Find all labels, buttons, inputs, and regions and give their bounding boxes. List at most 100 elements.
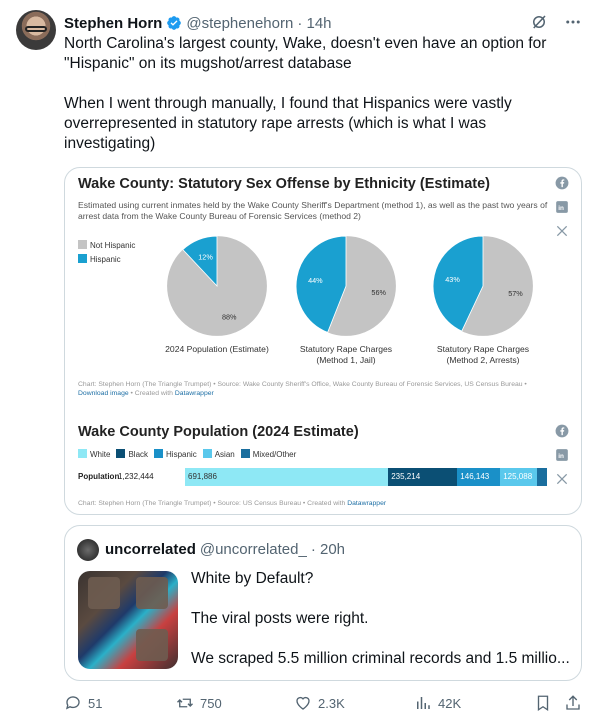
repost-icon [177, 698, 193, 708]
like-icon [296, 696, 310, 710]
bar-row-total: 1,232,444 [118, 472, 154, 481]
pie-3-sublabel: (Method 2, Arrests) [446, 355, 520, 365]
chart-footer-2: Chart: Stephen Horn (The Triangle Trumpe… [78, 499, 558, 508]
quoted-text: White by Default? The viral posts were r… [191, 569, 571, 689]
avatar-glasses [25, 26, 47, 32]
share-button[interactable] [564, 694, 582, 712]
mugshot-image [136, 629, 168, 661]
pie-svg-1: 12% 88% [167, 235, 267, 336]
reply-button[interactable]: 51 [64, 694, 102, 712]
tweet-paragraph-1: North Carolina's largest county, Wake, d… [64, 35, 547, 72]
pie-data-label-not-hispanic: 56% [371, 288, 386, 297]
avatar[interactable] [16, 10, 56, 50]
bar-legend-label: Black [128, 450, 149, 459]
x-icon[interactable] [555, 224, 569, 238]
bar-legend-label: Mixed/Other [252, 450, 297, 459]
legend-swatch-hispanic [78, 254, 87, 263]
pie-slice-hispanic [295, 235, 347, 333]
bar-legend-label: Hispanic [166, 450, 197, 459]
pie-legend: Not Hispanic Hispanic [78, 239, 135, 267]
pie-data-label-not-hispanic: 88% [222, 313, 237, 322]
views-button[interactable]: 42K [414, 694, 461, 712]
pie-3-label: Statutory Rape Charges [436, 344, 530, 354]
quoted-author-handle: @uncorrelated_ [199, 541, 307, 558]
legend-not-hispanic: Not Hispanic [90, 241, 136, 250]
legend-swatch-not-hispanic [78, 240, 87, 249]
bar-legend-swatch [240, 449, 250, 458]
quoted-author-name: uncorrelated [105, 541, 196, 558]
stacked-bar: 691,886 235,214 146,143 125,088 [185, 468, 547, 486]
bar-segment-black: 235,214 [388, 468, 458, 486]
bar-legend-label: Asian [214, 450, 235, 459]
pie-1-label: 2024 Population (Estimate) [165, 344, 269, 354]
tweet-paragraph-2: When I went through manually, I found th… [64, 95, 512, 152]
repost-button[interactable]: 750 [176, 694, 222, 712]
like-count: 2.3K [318, 695, 345, 711]
linkedin-icon[interactable]: in [555, 200, 569, 214]
chart-footer-1-tail: • Created with [130, 390, 173, 397]
pie-data-label-hispanic: 44% [308, 276, 323, 285]
legend-hispanic: Hispanic [90, 255, 121, 264]
quoted-line-2: The viral posts were right. [191, 610, 369, 627]
grok-icon[interactable] [530, 13, 548, 31]
share-icons-top: in [555, 176, 569, 238]
tweet-header: Stephen Horn @stephenehorn · 14h [64, 13, 582, 33]
tweet-text: North Carolina's largest county, Wake, d… [64, 34, 564, 174]
quoted-header: uncorrelated @uncorrelated_ · 20h [105, 541, 345, 558]
reply-count: 51 [88, 695, 103, 711]
bar-segment-hispanic: 146,143 [457, 468, 501, 486]
bookmark-icon [537, 695, 549, 712]
views-count: 42K [438, 695, 462, 711]
chart-title: Wake County: Statutory Sex Offense by Et… [78, 176, 490, 192]
bar-segment-mixed-other [536, 468, 547, 486]
pie-data-label-hispanic: 43% [445, 275, 460, 284]
facebook-icon[interactable] [555, 176, 569, 190]
chart-subtitle: Estimated using current inmates held by … [78, 200, 548, 221]
pie-2-sublabel: (Method 1, Jail) [316, 355, 376, 365]
facebook-icon[interactable] [555, 424, 569, 438]
quoted-tweet[interactable]: uncorrelated @uncorrelated_ · 20h White … [64, 525, 582, 681]
pie-slice-hispanic [432, 235, 484, 332]
quoted-image [78, 571, 178, 669]
views-icon [417, 697, 430, 709]
bar-legend-item: Hispanic [154, 449, 197, 459]
author-name[interactable]: Stephen Horn [64, 14, 163, 32]
share-icons-bottom: in [555, 424, 569, 486]
bar-legend-swatch [202, 449, 212, 458]
bar-row-population: Population 1,232,444 691,886 235,214 146,1… [78, 468, 548, 486]
chart-footer-2-text: Chart: Stephen Horn (The Triangle Trumpe… [78, 500, 346, 507]
pie-chart-2: 44% 56% Statutory Rape Charges (Method 1, … [276, 234, 416, 366]
verified-badge-icon [167, 16, 182, 30]
bar-legend-item: Mixed/Other [240, 449, 297, 459]
download-image-link[interactable]: Download image [78, 390, 129, 397]
like-button[interactable]: 2.3K [294, 694, 345, 712]
pie-data-label-hispanic: 12% [198, 253, 213, 262]
more-icon[interactable] [564, 13, 582, 31]
chart-2-title: Wake County Population (2024 Estimate) [78, 424, 359, 440]
pie-slice-hispanic [182, 235, 218, 288]
pie-chart-3: 43% 57% Statutory Rape Charges (Method 2, … [413, 234, 553, 366]
bookmark-button[interactable] [534, 694, 552, 712]
chart-footer-1: Chart: Stephen Horn (The Triangle Trumpe… [78, 380, 558, 398]
pie-chart-1: 12% 88% 2024 Population (Estimate) [147, 234, 287, 355]
datawrapper-link-1[interactable]: Datawrapper [174, 390, 214, 397]
pie-svg-3: 43% 57% [432, 235, 533, 336]
bar-legend-swatch [78, 449, 87, 458]
chart-card[interactable]: Wake County: Statutory Sex Offense by Et… [64, 167, 582, 515]
bar-legend-item: Black [116, 449, 148, 459]
tweet-time[interactable]: · 14h [297, 14, 332, 32]
linkedin-icon[interactable]: in [555, 448, 569, 462]
bar-legend-swatch [116, 449, 126, 458]
svg-text:in: in [558, 453, 564, 460]
datawrapper-link-2[interactable]: Datawrapper [347, 500, 387, 507]
bar-row-label: Population [78, 472, 120, 481]
bar-legend-item: Asian [202, 449, 235, 459]
x-icon[interactable] [555, 472, 569, 486]
author-handle[interactable]: @stephenehorn [186, 14, 294, 32]
chart-footer-1-text: Chart: Stephen Horn (The Triangle Trumpe… [78, 381, 527, 388]
mugshot-image [136, 577, 168, 609]
quoted-line-3: We scraped 5.5 million criminal records … [191, 650, 570, 667]
share-icon [566, 695, 580, 710]
repost-count: 750 [200, 695, 222, 711]
reply-icon [65, 696, 80, 710]
